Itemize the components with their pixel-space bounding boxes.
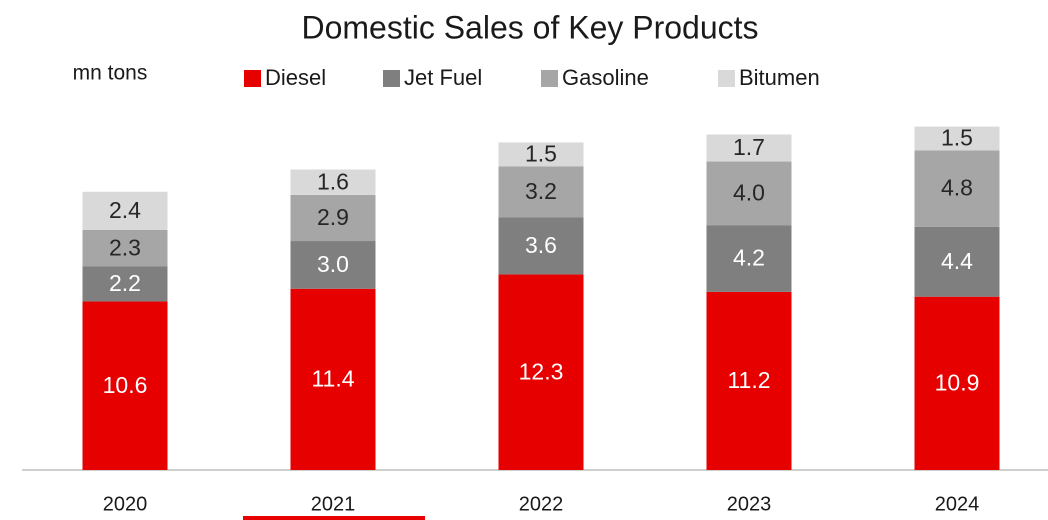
unit-label: mn tons (73, 62, 148, 85)
data-label: 11.2 (727, 367, 770, 393)
x-tick-label: 2020 (103, 493, 148, 515)
legend-label: Jet Fuel (404, 65, 482, 90)
bar-segment (914, 296, 1000, 470)
data-label: 2.9 (317, 204, 349, 230)
data-label: 2.4 (109, 197, 141, 223)
data-label: 11.4 (311, 365, 354, 391)
data-label: 2.2 (109, 270, 141, 296)
data-label: 1.6 (317, 168, 349, 194)
bar-segment (498, 142, 584, 167)
bar-segment (706, 291, 792, 470)
legend-swatch (718, 70, 735, 87)
bar-segment (498, 217, 584, 275)
bar-segment (82, 229, 168, 267)
legend-label: Bitumen (739, 65, 820, 90)
data-label: 1.5 (941, 125, 973, 151)
bar-segment (498, 166, 584, 218)
bar-segment (706, 134, 792, 162)
data-label: 4.8 (941, 175, 973, 201)
x-tick-label: 2023 (727, 493, 772, 515)
data-label: 4.4 (941, 248, 973, 274)
data-label: 10.6 (103, 372, 148, 398)
bar-segment (290, 288, 376, 470)
x-tick-label: 2024 (935, 493, 980, 515)
bar-segment (82, 191, 168, 230)
bar-segment (82, 301, 168, 470)
data-label: 4.2 (733, 245, 765, 271)
legend-label: Gasoline (562, 65, 649, 90)
bar-segment (498, 274, 584, 470)
data-label: 3.6 (525, 232, 557, 258)
data-label: 2.3 (109, 234, 141, 260)
data-label: 12.3 (519, 358, 564, 384)
legend-swatch (383, 70, 400, 87)
bar-segment (290, 194, 376, 242)
bar-segment (290, 241, 376, 289)
bar-segment (706, 161, 792, 226)
x-tick-label: 2021 (311, 493, 356, 515)
data-label: 1.5 (525, 140, 557, 166)
bar-segment (914, 150, 1000, 227)
bar-segment (914, 126, 1000, 151)
x-tick-label: 2022 (519, 493, 564, 515)
legend-swatch (244, 70, 261, 87)
bar-segment (706, 225, 792, 292)
legend-label: Diesel (265, 65, 326, 90)
data-label: 1.7 (733, 134, 765, 160)
legend-swatch (541, 70, 558, 87)
data-label: 3.0 (317, 251, 349, 277)
data-label: 10.9 (935, 369, 980, 395)
accent-bar (243, 516, 425, 520)
chart-title: Domestic Sales of Key Products (301, 9, 758, 45)
bar-segment (82, 266, 168, 302)
data-label: 4.0 (733, 179, 765, 205)
bar-segment (290, 169, 376, 195)
bar-segment (914, 226, 1000, 297)
data-label: 3.2 (525, 178, 557, 204)
